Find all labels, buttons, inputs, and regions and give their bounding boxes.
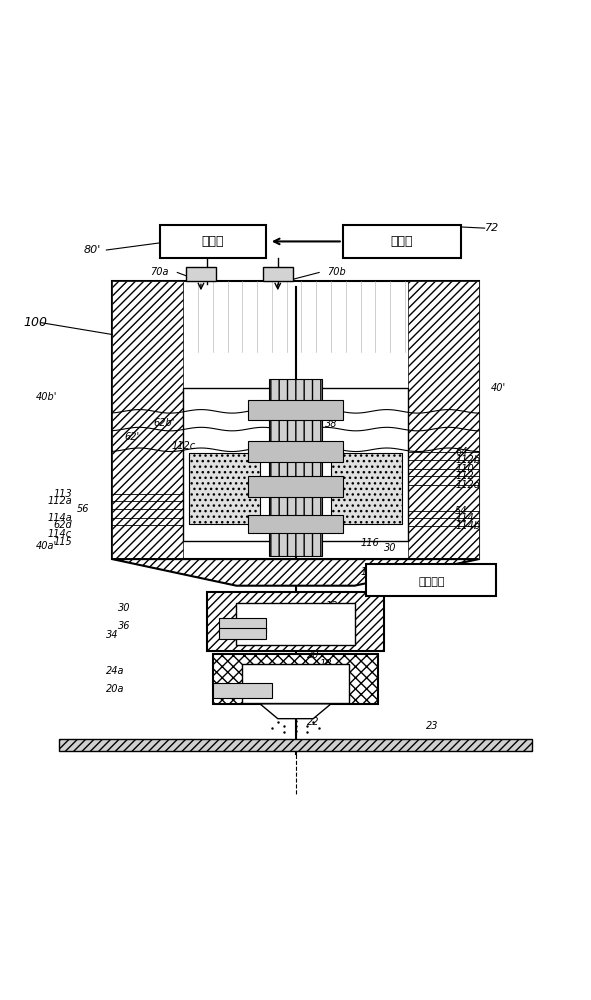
Text: 114b: 114b (455, 521, 480, 531)
Bar (160, 225, 266, 258)
Text: 16: 16 (461, 571, 473, 581)
Bar (248, 441, 343, 462)
Text: 62d: 62d (53, 520, 72, 530)
Bar (213, 654, 378, 704)
Bar (343, 225, 461, 258)
Text: 112c: 112c (171, 441, 196, 451)
Bar (183, 388, 408, 541)
Bar (248, 476, 343, 497)
Text: 34: 34 (106, 630, 119, 640)
Text: 23: 23 (426, 721, 438, 731)
Text: 100: 100 (24, 316, 48, 329)
Text: 电磁阀: 电磁阀 (202, 235, 224, 248)
Text: 30: 30 (118, 603, 131, 613)
Text: 12: 12 (325, 601, 337, 611)
Text: 112: 112 (455, 471, 474, 481)
Text: 80': 80' (83, 245, 100, 255)
Bar (331, 453, 402, 524)
Text: 40a': 40a' (35, 541, 57, 551)
Text: 112b: 112b (455, 455, 480, 465)
Bar (331, 453, 402, 524)
Text: 40': 40' (491, 383, 506, 393)
Text: 72: 72 (485, 223, 499, 233)
Bar (263, 267, 293, 281)
Text: 30: 30 (384, 543, 397, 553)
Text: 20a: 20a (106, 684, 125, 694)
Text: 70b: 70b (327, 267, 346, 277)
Text: 116: 116 (361, 538, 379, 548)
Text: 64: 64 (455, 447, 467, 457)
Text: 38: 38 (325, 419, 337, 429)
Text: 112a: 112a (47, 496, 72, 506)
Text: 114c: 114c (47, 529, 72, 539)
Text: 24: 24 (325, 613, 337, 623)
Bar (366, 564, 496, 596)
Text: 22: 22 (307, 717, 320, 727)
Bar (112, 281, 183, 559)
Text: 62': 62' (124, 432, 139, 442)
Bar (59, 739, 532, 751)
Bar (408, 281, 479, 559)
Text: 61: 61 (260, 411, 272, 421)
Bar (269, 379, 322, 556)
Text: 14: 14 (361, 567, 373, 577)
Text: 62b': 62b' (154, 418, 175, 428)
Bar (112, 281, 479, 559)
Bar (186, 267, 216, 281)
Text: 113: 113 (53, 489, 72, 499)
Bar (213, 654, 378, 704)
Text: 114: 114 (455, 513, 474, 523)
Text: 54: 54 (455, 506, 467, 516)
Text: 空气源: 空气源 (391, 235, 413, 248)
Polygon shape (112, 559, 479, 586)
Bar (189, 453, 260, 524)
Text: 18: 18 (319, 659, 332, 669)
Text: 70a: 70a (150, 267, 169, 277)
Text: 40b': 40b' (35, 392, 57, 402)
Bar (248, 515, 343, 533)
Text: 20: 20 (307, 650, 320, 660)
Text: 36: 36 (118, 621, 131, 631)
Text: 110: 110 (455, 464, 474, 474)
Text: 32: 32 (325, 621, 337, 631)
Bar (213, 683, 272, 698)
Bar (236, 603, 355, 645)
Bar (189, 453, 260, 524)
Text: 115: 115 (53, 537, 72, 547)
Bar (207, 592, 384, 651)
Bar (219, 628, 266, 639)
Bar (242, 664, 349, 703)
Text: 114a: 114a (47, 513, 72, 523)
Bar (248, 400, 343, 420)
Text: 112d: 112d (455, 480, 480, 490)
Text: 56: 56 (77, 504, 89, 514)
Polygon shape (260, 704, 331, 719)
Text: 24a: 24a (106, 666, 125, 676)
Text: 粘合剂源: 粘合剂源 (418, 577, 444, 587)
Bar (207, 592, 384, 651)
Bar (219, 618, 266, 633)
